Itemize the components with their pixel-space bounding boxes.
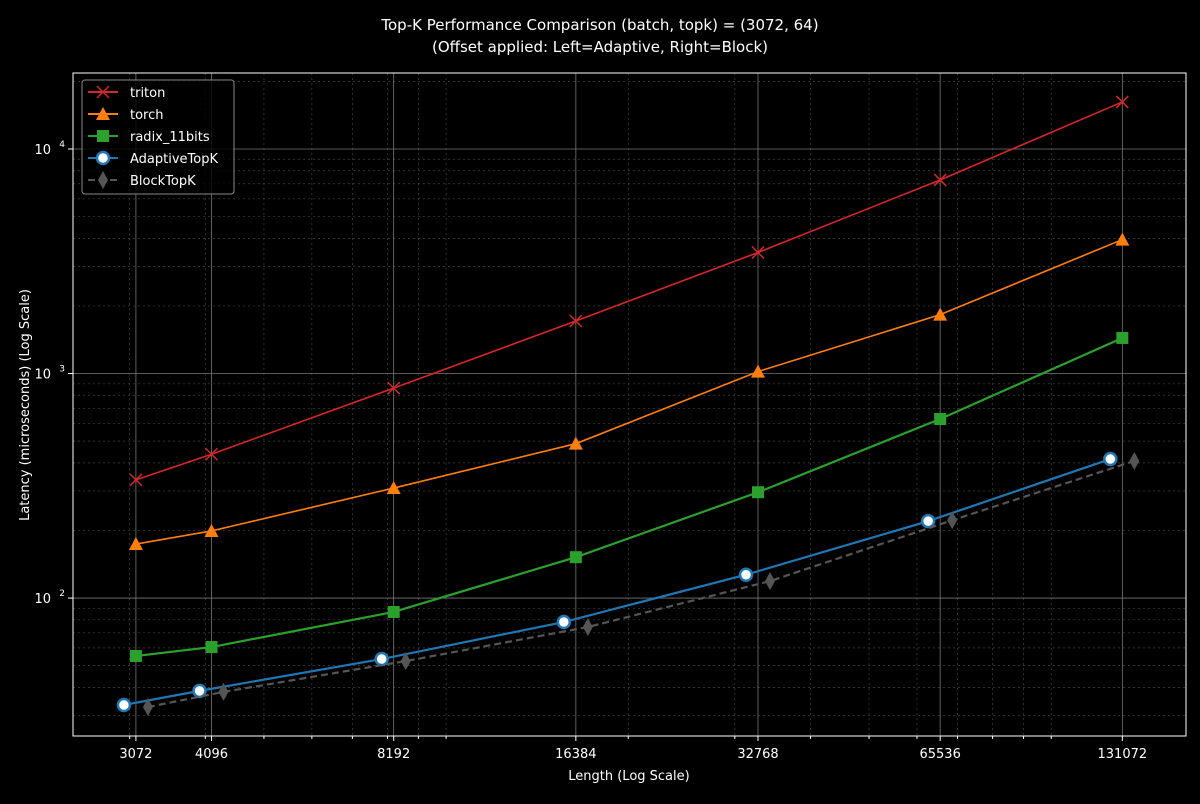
data-point bbox=[933, 307, 948, 321]
series-line bbox=[147, 459, 1135, 709]
chart-title: Top-K Performance Comparison (batch, top… bbox=[380, 16, 818, 34]
data-point bbox=[116, 697, 132, 713]
legend-box bbox=[81, 79, 235, 195]
data-point bbox=[192, 683, 207, 699]
series-layer bbox=[116, 95, 1140, 717]
series-line bbox=[135, 238, 1123, 545]
legend: triton torch radix_11bits AdaptiveTopK Block… bbox=[81, 79, 235, 195]
data-point bbox=[1129, 451, 1140, 470]
x-ticks: 3072 4096 8192 16384 32768 65536 131072 bbox=[119, 736, 1147, 762]
data-point bbox=[387, 381, 401, 395]
x-tick-label: 32768 bbox=[737, 747, 778, 762]
y-tick-exponent: 3 bbox=[59, 365, 65, 375]
data-point bbox=[129, 649, 142, 662]
data-point bbox=[569, 314, 583, 328]
y-tick-label: 10 bbox=[34, 592, 51, 607]
legend-label: BlockTopK bbox=[130, 174, 196, 189]
data-point bbox=[128, 537, 143, 551]
legend-label: torch bbox=[130, 108, 164, 123]
x-tick-label: 131072 bbox=[1098, 747, 1148, 762]
data-point bbox=[374, 651, 389, 667]
series-BlockTopK bbox=[142, 451, 1140, 717]
y-ticks: 10 2 10 3 10 4 bbox=[34, 140, 73, 607]
data-point bbox=[142, 698, 153, 717]
series-torch bbox=[128, 232, 1130, 551]
legend-marker bbox=[98, 171, 108, 189]
data-point bbox=[933, 173, 947, 187]
y-tick-label: 10 bbox=[34, 143, 51, 158]
legend-label: radix_11bits bbox=[130, 130, 210, 145]
data-point bbox=[569, 551, 582, 564]
data-point bbox=[738, 567, 754, 582]
data-point bbox=[920, 513, 936, 529]
data-point bbox=[1103, 451, 1118, 467]
x-axis-label: Length (Log Scale) bbox=[568, 769, 689, 784]
data-point bbox=[387, 605, 400, 618]
plot-frame bbox=[72, 72, 1187, 737]
data-point bbox=[1115, 232, 1130, 246]
series-line bbox=[123, 458, 1111, 707]
series-radix_11bits bbox=[129, 331, 1129, 662]
data-point bbox=[751, 364, 766, 378]
y-tick-exponent: 2 bbox=[59, 589, 65, 599]
x-tick-label: 65536 bbox=[919, 747, 960, 762]
y-tick-exponent: 4 bbox=[59, 140, 65, 150]
x-tick-label: 3072 bbox=[119, 747, 152, 762]
grid bbox=[73, 73, 1186, 739]
data-point bbox=[218, 682, 229, 701]
data-point bbox=[1116, 331, 1129, 344]
data-point bbox=[205, 641, 218, 654]
data-point bbox=[568, 436, 583, 450]
x-tick-label: 4096 bbox=[195, 747, 228, 762]
data-point bbox=[934, 413, 947, 426]
legend-marker bbox=[96, 85, 110, 99]
data-point bbox=[751, 245, 765, 260]
chart-subtitle: (Offset applied: Left=Adaptive, Right=Bl… bbox=[432, 38, 768, 56]
data-point bbox=[386, 481, 401, 495]
data-point bbox=[947, 511, 958, 530]
data-point bbox=[204, 447, 219, 461]
data-point bbox=[765, 572, 776, 591]
data-point bbox=[556, 614, 572, 630]
data-point bbox=[1115, 95, 1129, 109]
data-point bbox=[582, 618, 593, 637]
legend-label: triton bbox=[130, 86, 165, 101]
data-point bbox=[400, 652, 411, 671]
series-AdaptiveTopK bbox=[116, 451, 1118, 713]
y-tick-label: 10 bbox=[34, 368, 51, 383]
legend-marker bbox=[97, 130, 109, 142]
data-point bbox=[752, 486, 765, 499]
data-point bbox=[204, 523, 219, 537]
legend-label: AdaptiveTopK bbox=[130, 152, 218, 167]
y-axis-label: Latency (microseconds) (Log Scale) bbox=[18, 289, 33, 521]
x-tick-label: 8192 bbox=[377, 747, 410, 762]
legend-marker bbox=[95, 150, 111, 166]
series-triton bbox=[129, 95, 1129, 487]
legend-marker bbox=[96, 107, 110, 120]
data-point bbox=[129, 473, 143, 487]
x-tick-label: 16384 bbox=[555, 747, 596, 762]
